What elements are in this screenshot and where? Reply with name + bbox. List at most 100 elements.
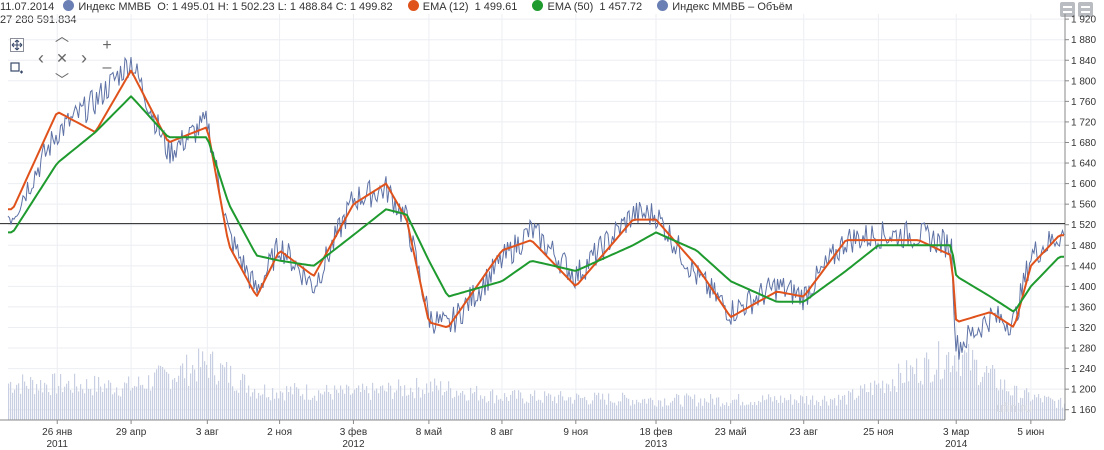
y-tick-label: 1 720 bbox=[1071, 117, 1096, 128]
volume-bar bbox=[170, 389, 172, 420]
volume-bar bbox=[612, 402, 614, 420]
legend-item-index[interactable]: Индекс ММВБ O: 1 495.01 H: 1 502.23 L: 1 … bbox=[57, 0, 393, 14]
volume-bar bbox=[568, 397, 570, 420]
volume-bar bbox=[74, 373, 76, 420]
volume-bar bbox=[334, 385, 336, 420]
volume-bar bbox=[652, 400, 654, 420]
volume-bar bbox=[1042, 402, 1044, 420]
x-tick-label: 23 май bbox=[715, 427, 747, 438]
volume-bar bbox=[680, 404, 682, 420]
pan-right-icon[interactable]: › bbox=[81, 48, 87, 68]
volume-bar bbox=[34, 394, 36, 420]
volume-bar bbox=[870, 382, 872, 420]
volume-bar bbox=[344, 393, 346, 420]
x-tick-year: 2011 bbox=[46, 439, 68, 450]
volume-bar bbox=[824, 395, 826, 420]
y-tick-label: 1 600 bbox=[1071, 179, 1096, 190]
volume-bar bbox=[68, 380, 70, 420]
volume-bar bbox=[462, 391, 464, 420]
volume-bar bbox=[356, 387, 358, 420]
volume-bar bbox=[252, 392, 254, 420]
volume-bar bbox=[300, 395, 302, 420]
x-tick-label: 8 май bbox=[416, 427, 442, 438]
volume-bar bbox=[332, 399, 334, 420]
volume-bar bbox=[744, 405, 746, 420]
volume-bar bbox=[660, 400, 662, 420]
zoom-in-icon[interactable]: + bbox=[102, 37, 112, 54]
volume-bar bbox=[904, 382, 906, 420]
volume-bar bbox=[800, 395, 802, 420]
volume-bar bbox=[112, 394, 114, 420]
legend-item-volume[interactable]: Индекс ММВБ – Объём bbox=[651, 0, 792, 14]
volume-bar bbox=[922, 384, 924, 420]
volume-bar bbox=[820, 405, 822, 420]
y-tick-label: 1 200 bbox=[1071, 385, 1096, 396]
volume-bar bbox=[738, 394, 740, 420]
volume-bar bbox=[198, 348, 200, 420]
legend-value-ema12: 1 499.61 bbox=[474, 1, 518, 13]
volume-bar bbox=[756, 405, 758, 420]
volume-bar bbox=[458, 395, 460, 420]
volume-bar bbox=[194, 369, 196, 420]
volume-bar bbox=[54, 373, 56, 420]
legend-item-ema50[interactable]: EMA (50) 1 457.72 bbox=[526, 0, 642, 14]
volume-bar bbox=[734, 399, 736, 420]
volume-bar bbox=[838, 394, 840, 420]
volume-bar bbox=[538, 399, 540, 420]
volume-bar bbox=[422, 389, 424, 420]
volume-bar bbox=[702, 405, 704, 420]
pan-left-icon[interactable]: ‹ bbox=[38, 48, 44, 68]
series-line-ema50 bbox=[8, 95, 1064, 313]
volume-bar bbox=[150, 390, 152, 420]
zoom-box-tool-icon[interactable] bbox=[10, 62, 24, 76]
volume-bar bbox=[846, 404, 848, 420]
volume-bar bbox=[942, 378, 944, 420]
volume-bar bbox=[1038, 394, 1040, 420]
volume-bar bbox=[492, 389, 494, 420]
volume-bar bbox=[582, 398, 584, 420]
window-menu-icon[interactable] bbox=[1060, 2, 1075, 17]
volume-bar bbox=[556, 403, 558, 420]
legend-item-ema12[interactable]: EMA (12) 1 499.61 bbox=[402, 0, 518, 14]
volume-bar bbox=[354, 389, 356, 420]
move-tool-icon[interactable] bbox=[10, 38, 24, 52]
pan-up-icon[interactable]: ︿ bbox=[55, 28, 69, 44]
volume-bar bbox=[722, 403, 724, 420]
volume-bar bbox=[190, 373, 192, 420]
volume-bar bbox=[950, 372, 952, 420]
volume-bar bbox=[662, 406, 664, 420]
volume-bar bbox=[554, 396, 556, 420]
volume-bar bbox=[98, 376, 100, 420]
pan-down-icon[interactable]: ﹀ bbox=[55, 72, 69, 88]
y-tick-label: 1 760 bbox=[1071, 97, 1096, 108]
volume-bar bbox=[520, 392, 522, 420]
window-menu-icon-2[interactable] bbox=[1078, 2, 1093, 17]
volume-bar bbox=[552, 401, 554, 420]
volume-bar bbox=[72, 392, 74, 420]
legend-name-index: Индекс ММВБ bbox=[78, 1, 152, 13]
volume-bar bbox=[500, 398, 502, 420]
volume-bar bbox=[420, 397, 422, 420]
volume-bar bbox=[606, 404, 608, 420]
volume-bar bbox=[864, 384, 866, 420]
volume-bar bbox=[238, 392, 240, 420]
volume-bar bbox=[560, 391, 562, 420]
volume-bar bbox=[868, 391, 870, 420]
volume-bar bbox=[828, 405, 830, 420]
volume-bar bbox=[318, 390, 320, 420]
reset-view-icon[interactable]: ✕ bbox=[56, 50, 68, 66]
volume-bar bbox=[760, 402, 762, 420]
volume-bar bbox=[852, 389, 854, 420]
volume-bar bbox=[134, 385, 136, 420]
zoom-out-icon[interactable]: – bbox=[102, 59, 112, 76]
volume-bar bbox=[902, 383, 904, 420]
volume-series bbox=[8, 341, 1066, 420]
volume-bar bbox=[268, 397, 270, 420]
volume-bar bbox=[628, 398, 630, 420]
x-tick-label: 9 ноя bbox=[563, 427, 588, 438]
volume-bar bbox=[858, 395, 860, 420]
volume-bar bbox=[470, 387, 472, 420]
volume-bar bbox=[780, 395, 782, 420]
legend-dot-ema50 bbox=[532, 0, 544, 11]
